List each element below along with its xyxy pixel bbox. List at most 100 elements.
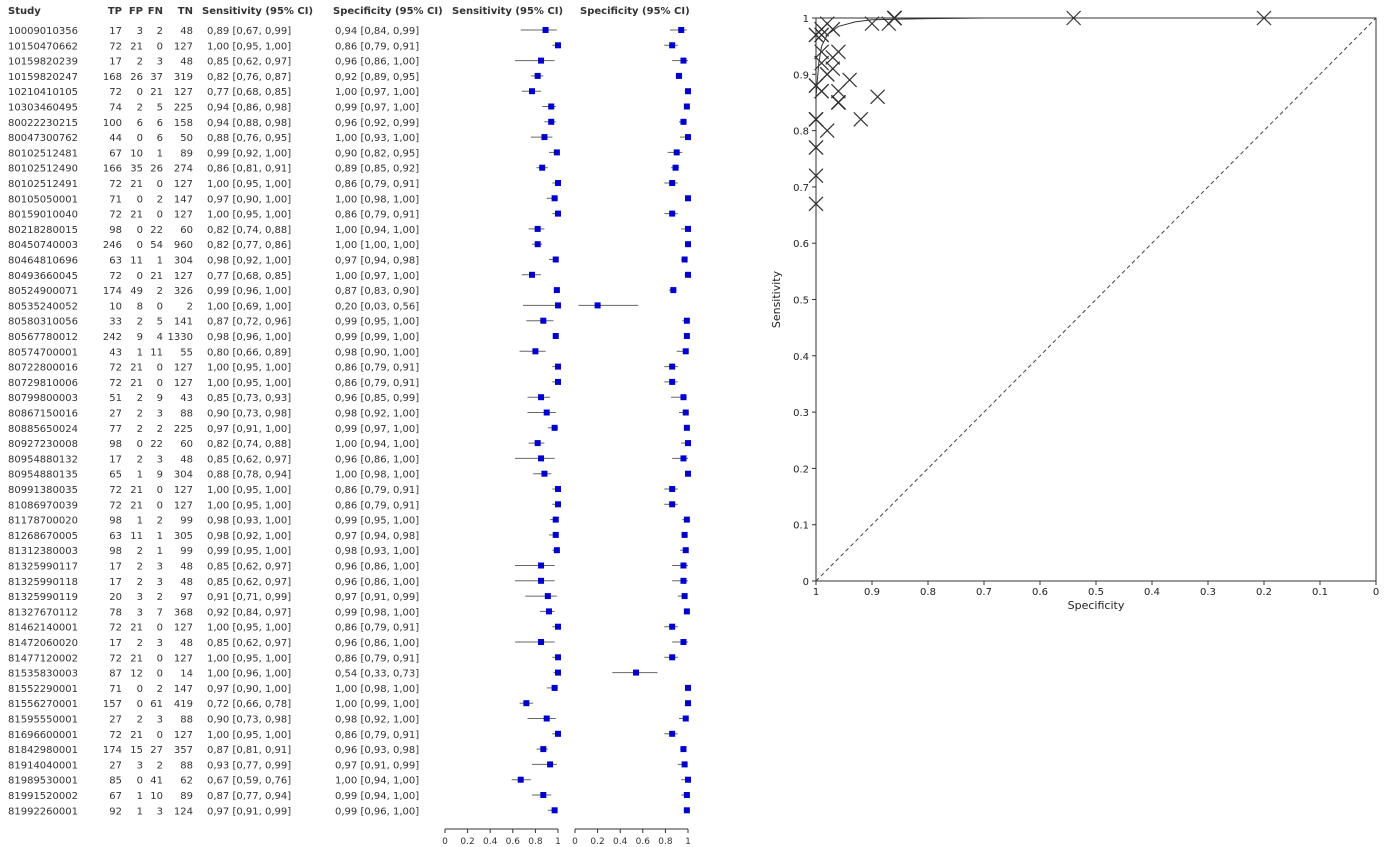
specificity-ci-text: 1,00 [0,97, 1,00]: [335, 87, 419, 98]
specificity-point: [683, 103, 690, 110]
x-tick-label: 0.9: [864, 587, 880, 598]
tp-value: 174: [103, 286, 122, 297]
sensitivity-point: [538, 577, 545, 584]
sensitivity-point: [543, 409, 550, 416]
tn-value: 158: [174, 118, 193, 129]
fn-value: 3: [157, 57, 163, 68]
fn-value: 5: [157, 317, 163, 328]
table-row: 81472060020 17 2 3 48 0,85 [0,62, 0,97] 0,96 […: [8, 638, 688, 649]
table-row: 81914040001 27 3 2 88 0,93 [0,77, 0,99] 0,97 […: [8, 760, 688, 771]
sensitivity-point: [552, 256, 559, 263]
tn-value: 89: [180, 148, 193, 159]
table-row: 80218280015 98 0 22 60 0,82 [0,74, 0,88] 1,00 …: [8, 225, 691, 236]
table-row: 80102512490 166 35 26 274 0,86 [0,81, 0,91] 0,…: [8, 164, 679, 175]
specificity-ci-text: 0,97 [0,94, 0,98]: [335, 531, 419, 542]
table-row: 80867150016 27 2 3 88 0,90 [0,73, 0,98] 0,98 […: [8, 409, 689, 420]
sensitivity-ci-text: 0,97 [0,90, 1,00]: [207, 684, 291, 695]
tn-value: 127: [174, 271, 193, 282]
tn-value: 89: [180, 791, 193, 802]
fn-value: 0: [157, 669, 163, 680]
sensitivity-point: [538, 455, 545, 462]
study-id: 81991520002: [8, 791, 78, 802]
fp-value: 11: [130, 531, 143, 542]
table-row: 80799800003 51 2 9 43 0,85 [0,73, 0,93] 0,96 […: [8, 393, 687, 404]
table-row: 80535240052 10 8 0 2 1,00 [0,69, 1,00] 0,20 [0…: [8, 301, 639, 312]
fp-value: 1: [137, 470, 143, 481]
fp-value: 3: [137, 760, 143, 771]
tp-value: 27: [109, 760, 122, 771]
specificity-point: [685, 776, 691, 783]
specificity-ci-text: 0,86 [0,79, 0,91]: [335, 378, 419, 389]
x-tick-label: 0.8: [920, 587, 936, 598]
specificity-ci-text: 0,96 [0,92, 0,99]: [335, 118, 419, 129]
sensitivity-ci-text: 0,80 [0,66, 0,89]: [207, 347, 291, 358]
sensitivity-point: [551, 195, 558, 202]
sensitivity-point: [539, 164, 546, 171]
sensitivity-ci-text: 0,97 [0,91, 0,99]: [207, 806, 291, 817]
study-id: 10150470662: [8, 41, 78, 52]
sensitivity-ci-text: 1,00 [0,95, 1,00]: [207, 179, 291, 190]
fn-value: 11: [150, 347, 163, 358]
fp-value: 15: [130, 745, 143, 756]
header-study: Study: [8, 6, 41, 17]
y-tick-label: 0.2: [793, 464, 809, 475]
sensitivity-ci-text: 0,98 [0,96, 1,00]: [207, 332, 291, 343]
study-point: [819, 66, 835, 82]
specificity-point: [681, 593, 688, 600]
sensitivity-point: [529, 88, 536, 95]
tp-value: 72: [109, 271, 122, 282]
specificity-ci-text: 0,86 [0,79, 0,91]: [335, 623, 419, 634]
tn-value: 88: [180, 409, 193, 420]
specificity-ci-text: 0,86 [0,79, 0,91]: [335, 210, 419, 221]
study-id: 10159820239: [8, 57, 78, 68]
specificity-ci-text: 0,96 [0,86, 1,00]: [335, 638, 419, 649]
tp-value: 157: [103, 699, 122, 710]
fn-value: 26: [150, 164, 163, 175]
tp-value: 51: [109, 393, 122, 404]
fp-value: 21: [130, 730, 143, 741]
fn-value: 0: [157, 179, 163, 190]
tn-value: 48: [180, 57, 193, 68]
study-id: 80450740003: [8, 240, 78, 251]
tp-value: 44: [109, 133, 122, 144]
specificity-point: [672, 164, 679, 171]
study-id: 81325990117: [8, 562, 78, 573]
tn-value: 124: [174, 806, 193, 817]
specificity-ci-text: 0,86 [0,79, 0,91]: [335, 653, 419, 664]
specificity-point: [685, 241, 691, 248]
table-row: 81992260001 92 1 3 124 0,97 [0,91, 0,99] 0,99 …: [8, 806, 690, 817]
tn-value: 127: [174, 87, 193, 98]
tp-value: 43: [109, 347, 122, 358]
sensitivity-point: [542, 27, 549, 33]
specificity-ci-text: 0,86 [0,79, 0,91]: [335, 363, 419, 374]
fp-value: 21: [130, 378, 143, 389]
specificity-point: [669, 730, 676, 737]
fn-value: 6: [157, 118, 163, 129]
tp-value: 17: [109, 26, 122, 37]
sensitivity-point: [555, 654, 561, 661]
specificity-point: [683, 333, 690, 339]
tp-value: 10: [109, 301, 122, 312]
y-axis-label: Sensitivity: [770, 270, 783, 328]
study-id: 80927230008: [8, 439, 78, 450]
sensitivity-point: [555, 378, 561, 385]
tp-value: 72: [109, 378, 122, 389]
fn-value: 6: [157, 133, 163, 144]
sensitivity-ci-text: 0,85 [0,62, 0,97]: [207, 454, 291, 465]
table-row: 81535830003 87 12 0 14 1,00 [0,96, 1,00] 0,54 …: [8, 669, 658, 680]
study-id: 81462140001: [8, 623, 78, 634]
table-row: 81989530001 85 0 41 62 0,67 [0,59, 0,76] 1,00 …: [8, 776, 691, 787]
sensitivity-point: [555, 302, 561, 309]
tp-value: 17: [109, 577, 122, 588]
fp-value: 2: [137, 103, 143, 114]
tp-value: 20: [109, 592, 122, 603]
sensitivity-point: [545, 608, 552, 615]
study-id: 80991380035: [8, 485, 78, 496]
specificity-ci-text: 0,96 [0,86, 1,00]: [335, 454, 419, 465]
tn-value: 55: [180, 347, 193, 358]
tn-value: 88: [180, 760, 193, 771]
study-id: 81178700020: [8, 516, 78, 527]
tn-value: 368: [174, 607, 193, 618]
specificity-point: [683, 608, 690, 615]
sensitivity-point: [555, 623, 561, 630]
